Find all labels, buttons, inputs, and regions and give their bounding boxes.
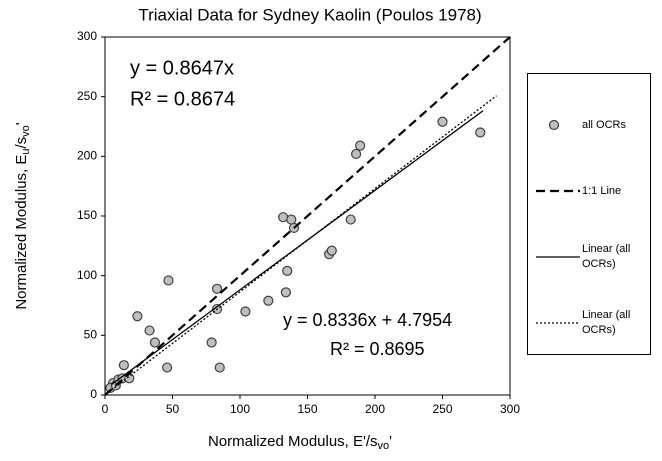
y-tick-label: 150 — [77, 208, 97, 222]
legend-label: Linear (all OCRs) — [582, 309, 631, 336]
y-axis-label-part: u — [20, 148, 32, 154]
x-tick-label: 200 — [365, 402, 385, 416]
point — [345, 214, 356, 225]
point — [149, 337, 161, 348]
point — [437, 116, 448, 127]
y-tick-label: 200 — [77, 149, 97, 163]
legend-icon — [548, 119, 560, 131]
y-axis-label-part: vo — [20, 125, 32, 137]
point — [280, 287, 291, 298]
point — [286, 214, 297, 225]
legend-entry: Linear (all OCRs) — [534, 224, 644, 290]
legend-icon — [536, 189, 580, 193]
x-axis-label: Normalized Modulus, E'/svo' — [208, 433, 392, 452]
legend-marker — [548, 119, 560, 131]
point — [263, 295, 274, 306]
x-tick-label: 100 — [230, 402, 250, 416]
y-tick-label: 50 — [84, 328, 98, 342]
point — [206, 337, 217, 348]
y-tick-label: 0 — [90, 387, 97, 401]
y-tick-label: 250 — [77, 89, 97, 103]
point — [355, 140, 366, 151]
y-tick-label: 100 — [77, 268, 97, 282]
legend-entry: 1:1 Line — [534, 158, 644, 224]
annotation: y = 0.8647x — [130, 57, 234, 79]
trend-line — [104, 36, 511, 396]
x-tick-label: 150 — [297, 402, 317, 416]
legend-icon — [536, 322, 580, 324]
point — [326, 245, 337, 256]
point — [240, 306, 251, 317]
legend-entry: all OCRs — [534, 92, 644, 158]
point — [144, 325, 155, 336]
annotation: y = 0.8336x + 4.7954 — [283, 310, 452, 330]
legend-entry: Linear (all OCRs) — [534, 290, 644, 356]
chart-title: Triaxial Data for Sydney Kaolin (Poulos … — [138, 5, 481, 24]
x-tick-label: 300 — [500, 402, 520, 416]
x-tick-label: 50 — [166, 402, 180, 416]
x-axis-label-part: ' — [389, 433, 392, 450]
legend-label: Linear (all OCRs) — [582, 243, 631, 270]
point — [211, 283, 223, 294]
legend-icon — [536, 256, 580, 258]
legend: all OCRs 1:1 Line Linear (all OCRs) Linear … — [527, 73, 651, 355]
point — [351, 148, 362, 160]
annotation: R² = 0.8674 — [130, 88, 235, 110]
y-axis-label-part: Normalized Modulus, E — [13, 155, 30, 310]
point — [214, 362, 225, 373]
x-tick-label: 250 — [432, 402, 452, 416]
x-axis-label-part: vo — [378, 440, 390, 452]
annotation: R² = 0.8695 — [330, 339, 425, 359]
trend-line — [111, 110, 484, 385]
legend-label: 1:1 Line — [582, 184, 622, 197]
x-axis-label-part: Normalized Modulus, E'/s — [208, 433, 378, 450]
y-tick-label: 300 — [77, 29, 97, 43]
point — [163, 275, 174, 286]
y-axis-label: Normalized Modulus, Eu/svo' — [13, 122, 32, 309]
point — [475, 127, 486, 138]
point — [132, 311, 143, 322]
point — [118, 360, 130, 371]
point — [162, 362, 173, 373]
legend-label: all OCRs — [582, 118, 627, 131]
x-tick-label: 0 — [102, 402, 109, 416]
point — [282, 265, 293, 276]
y-axis-label-part: ' — [13, 122, 30, 125]
y-axis-label-part: /s — [13, 137, 30, 149]
